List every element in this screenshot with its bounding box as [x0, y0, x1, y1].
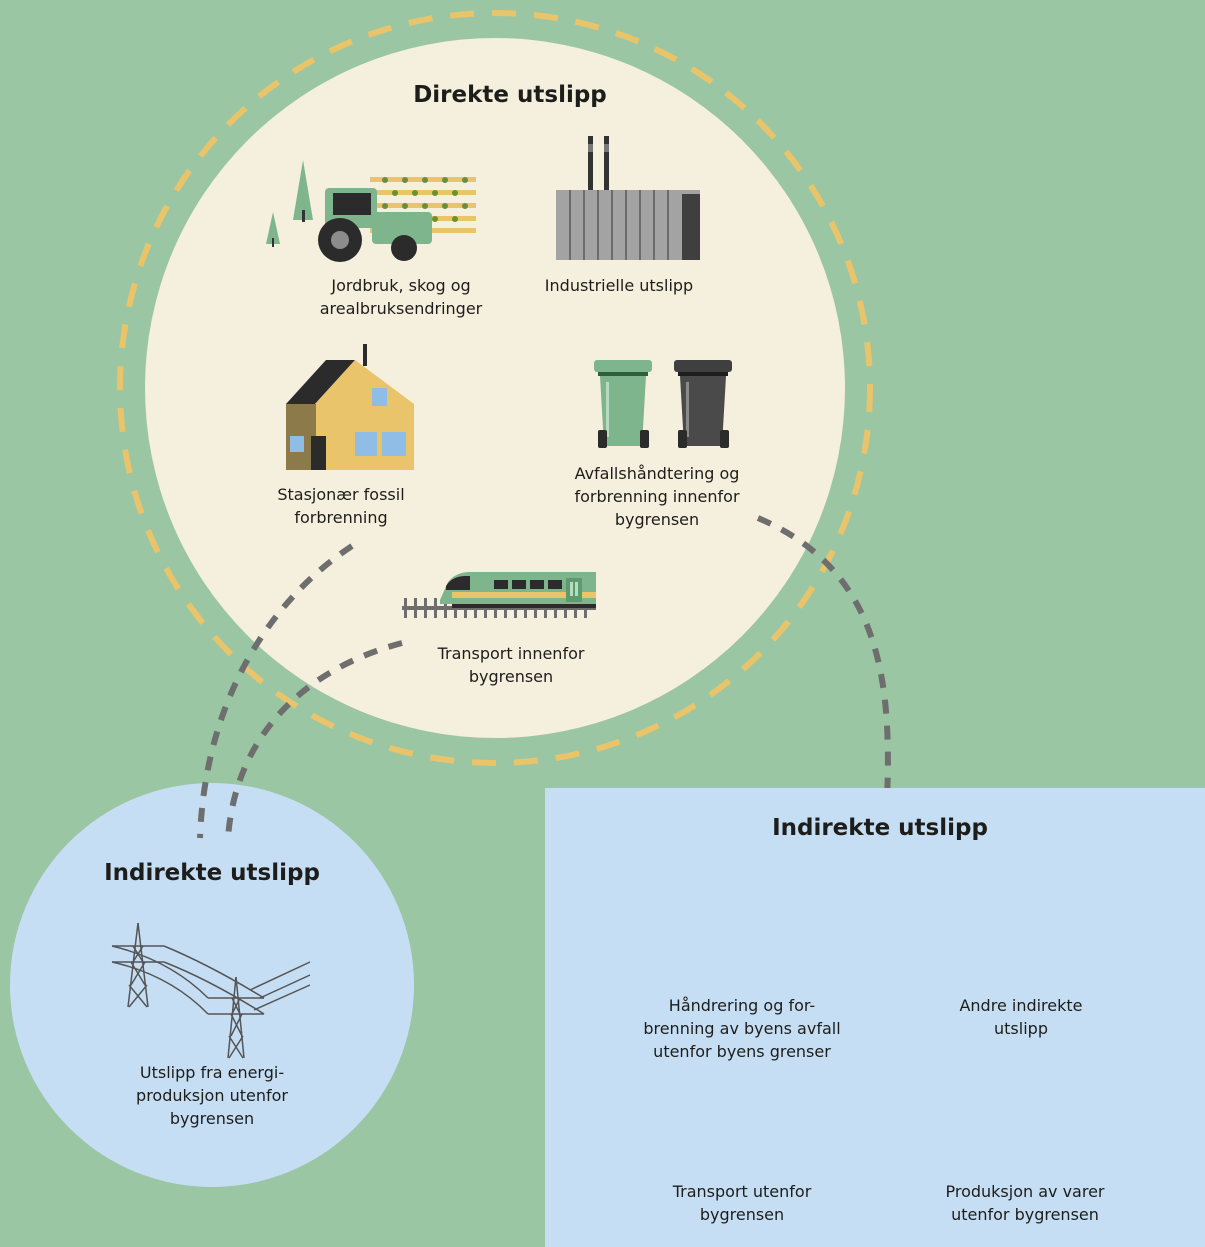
indirect-energy-circle — [10, 783, 414, 1187]
label-transport-indirect: Transport utenfor bygrensen — [672, 1182, 812, 1224]
waste-bins-icon — [594, 360, 732, 448]
label-agriculture: Jordbruk, skog og arealbruksendringer — [319, 276, 483, 318]
label-waste-indirect: Håndrering og for- brenning av byens avf… — [643, 996, 841, 1061]
indirect-other-box — [545, 788, 1205, 1247]
indirect-other-title: Indirekte utslipp — [772, 815, 988, 841]
tractor-field-icon — [266, 160, 476, 262]
label-production: Produksjon av varer utenfor bygrensen — [945, 1182, 1105, 1224]
direct-emissions-circle — [145, 38, 845, 738]
label-other-indirect: Andre indirekte utslipp — [959, 996, 1083, 1038]
connector-energy-2 — [225, 640, 403, 839]
house-icon — [286, 344, 414, 470]
label-stationary: Stasjonær fossil forbrenning — [277, 485, 405, 527]
direct-title: Direkte utslipp — [413, 82, 607, 108]
indirect-energy-title: Indirekte utslipp — [104, 860, 320, 886]
label-waste-direct: Avfallshåndtering og forbrenning innenfo… — [574, 464, 740, 529]
label-energy: Utslipp fra energi- produksjon utenfor b… — [136, 1063, 288, 1128]
label-industrial: Industrielle utslipp — [544, 276, 694, 295]
factory-icon — [556, 136, 700, 260]
power-line-icon — [111, 922, 311, 1059]
train-icon — [402, 572, 596, 618]
label-transport-direct: Transport innenfor bygrensen — [437, 644, 585, 686]
connector-other — [756, 515, 891, 801]
city-boundary-ring — [117, 10, 873, 766]
connector-energy-1 — [197, 543, 354, 839]
